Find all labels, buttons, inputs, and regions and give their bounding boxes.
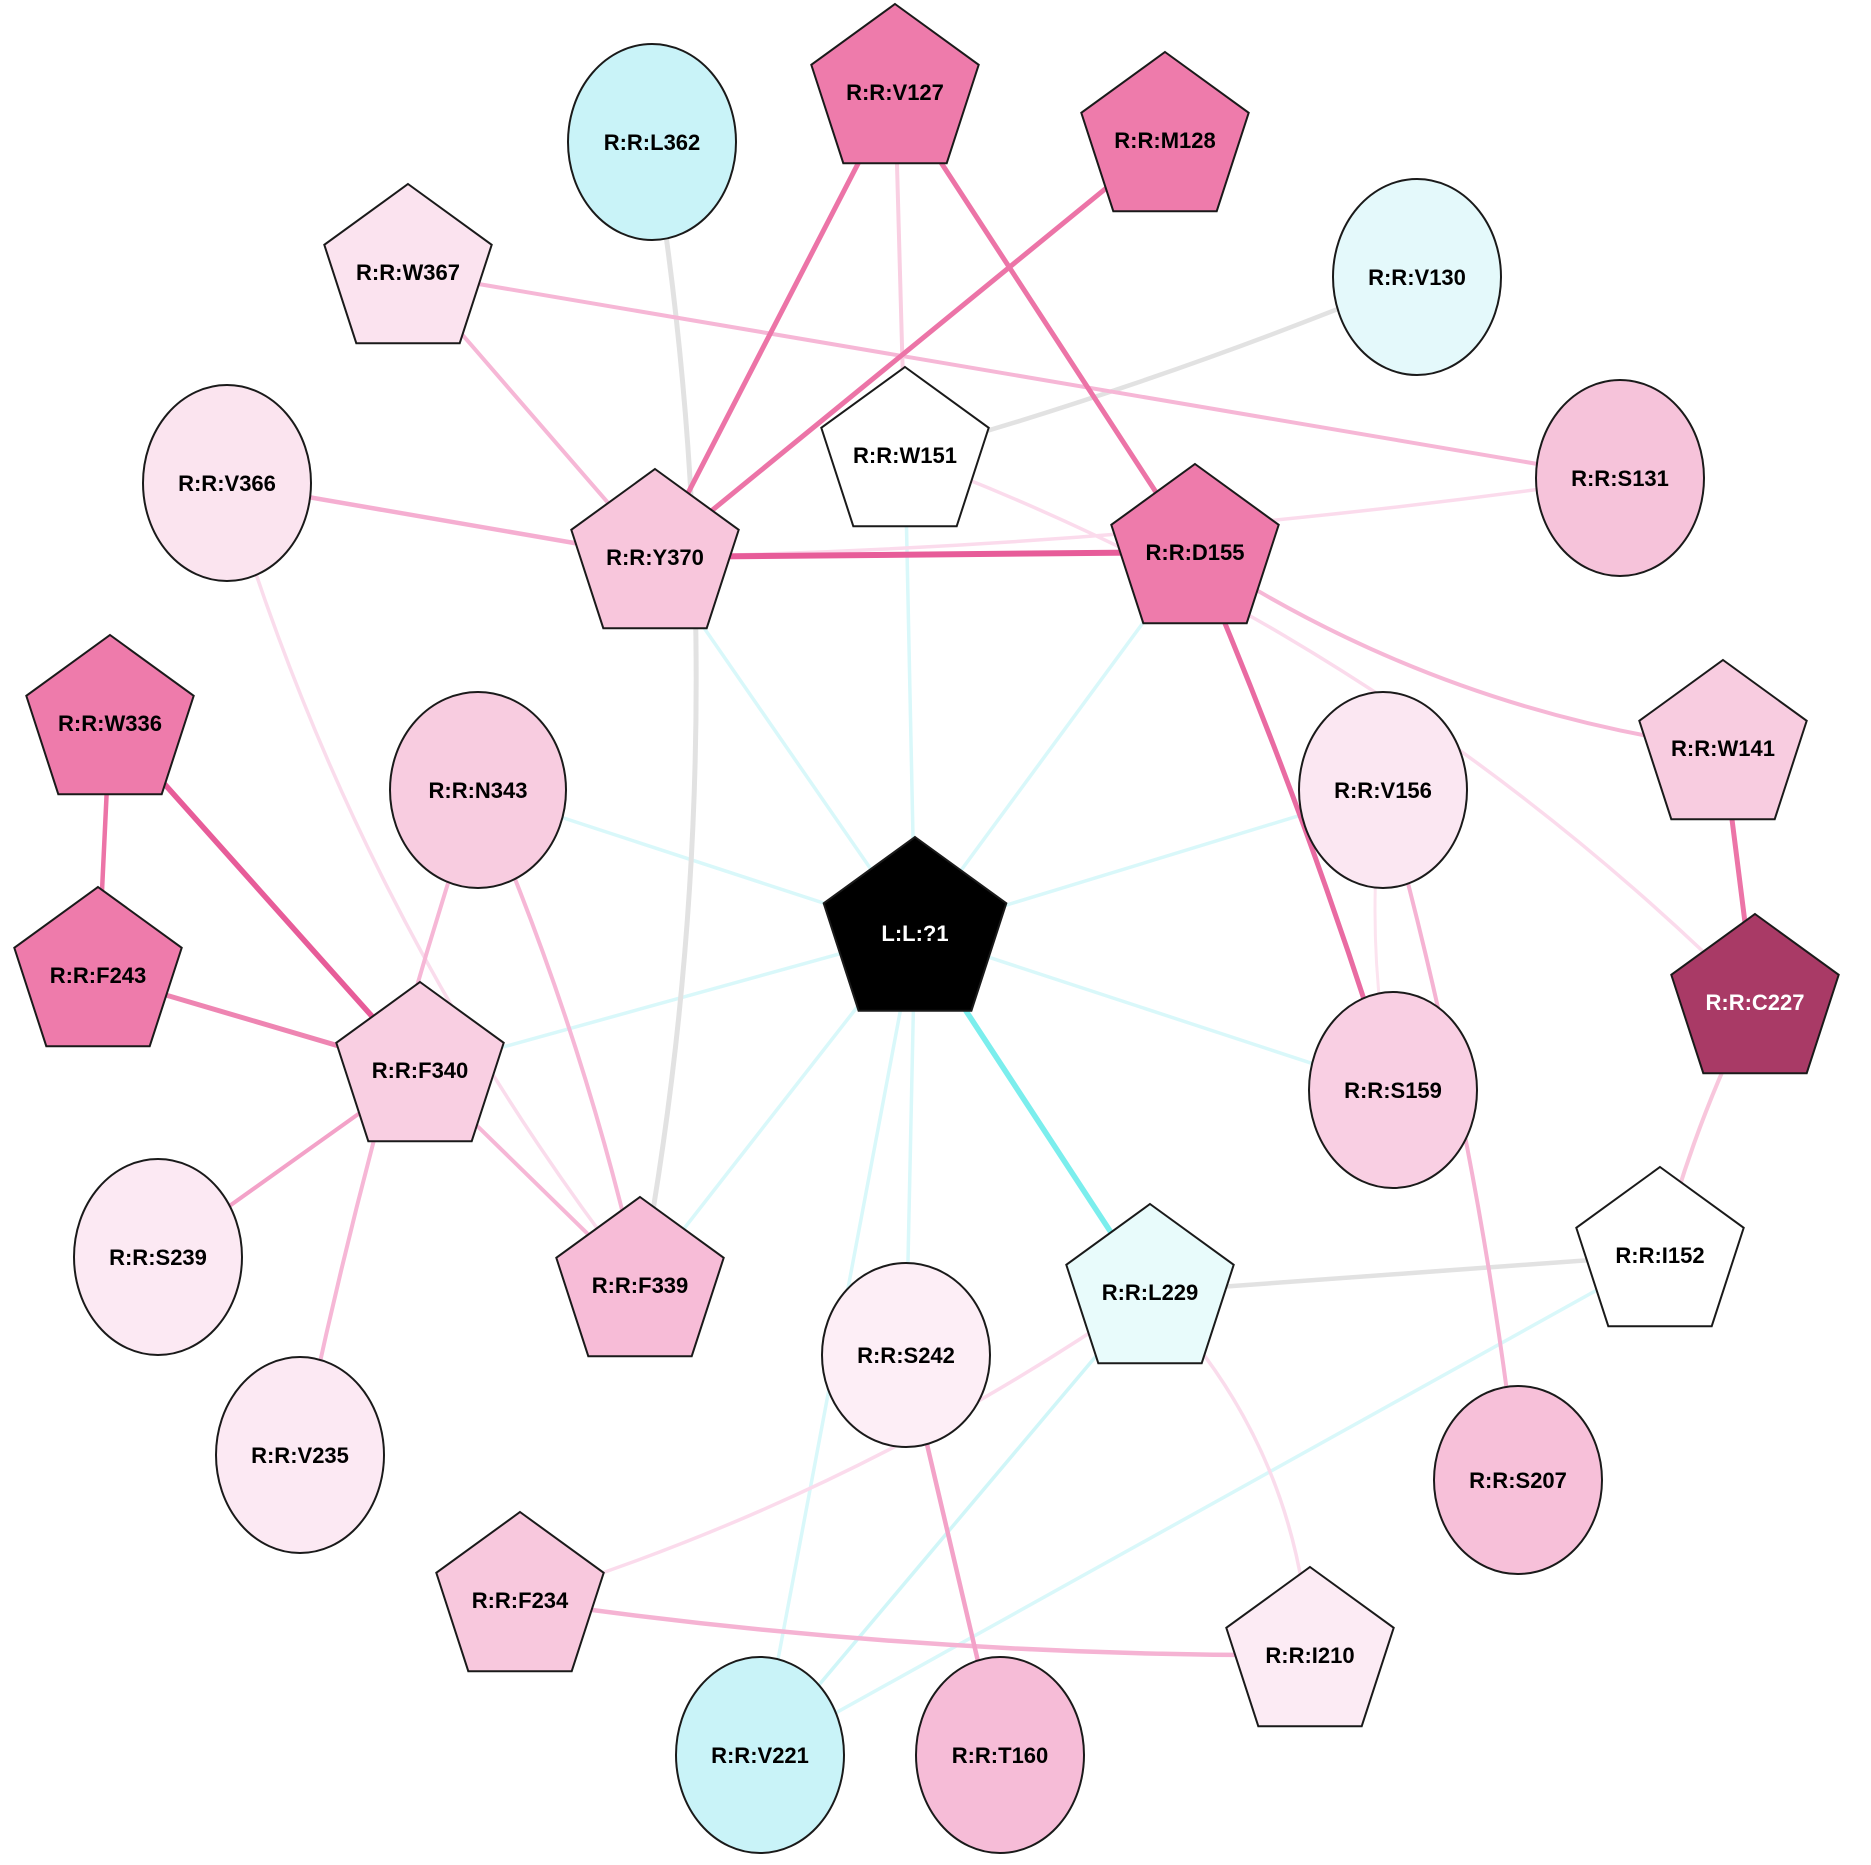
pentagon-shape[interactable] [1575, 1165, 1745, 1328]
node-r-r-v156[interactable]: R:R:V156 [1298, 691, 1468, 889]
pentagon-shape[interactable] [435, 1510, 605, 1673]
edge-r-r-l229--r-r-i152 [1147, 1252, 1663, 1295]
node-r-r-f339[interactable]: R:R:F339 [555, 1195, 725, 1358]
circle-shape[interactable] [567, 43, 737, 241]
node-r-r-w151[interactable]: R:R:W151 [820, 365, 990, 528]
edge-r-r-w151--r-r-c227 [903, 453, 1757, 1004]
circle-shape[interactable] [821, 1262, 991, 1448]
edge-r-r-m128--r-r-y370 [652, 137, 1168, 560]
node-r-r-c227[interactable]: R:R:C227 [1670, 912, 1840, 1075]
node-r-r-i152[interactable]: R:R:I152 [1575, 1165, 1745, 1328]
pentagon-shape[interactable] [810, 2, 980, 165]
circle-shape[interactable] [915, 1656, 1085, 1854]
edge-r-r-f234--r-r-i210 [517, 1597, 1313, 1658]
node-r-r-v127[interactable]: R:R:V127 [810, 2, 980, 165]
node-r-r-w141[interactable]: R:R:W141 [1638, 658, 1808, 821]
node-r-r-s239[interactable]: R:R:S239 [73, 1158, 243, 1356]
node-r-r-f234[interactable]: R:R:F234 [435, 1510, 605, 1673]
edge-r-r-w367--r-r-s131 [406, 270, 1622, 480]
edge-r-r-v366--r-r-f339 [225, 481, 642, 1287]
edge-r-r-l362--r-r-f339 [637, 139, 699, 1288]
node-r-r-y370[interactable]: R:R:Y370 [570, 467, 740, 630]
edge-r-r-v127--r-r-y370 [652, 89, 898, 560]
node-r-r-v130[interactable]: R:R:V130 [1332, 178, 1502, 376]
node-r-r-l229[interactable]: R:R:L229 [1065, 1202, 1235, 1365]
circle-shape[interactable] [675, 1656, 845, 1854]
node-r-r-w336[interactable]: R:R:W336 [25, 633, 195, 796]
pentagon-shape[interactable] [13, 885, 183, 1048]
node-r-r-n343[interactable]: R:R:N343 [389, 691, 567, 889]
pentagon-shape[interactable] [1670, 912, 1840, 1075]
node-r-r-s242[interactable]: R:R:S242 [821, 1262, 991, 1448]
edge-r-r-i152--r-r-v221 [758, 1253, 1662, 1757]
pentagon-shape[interactable] [555, 1195, 725, 1358]
circle-shape[interactable] [389, 691, 567, 889]
edge-r-r-l229--r-r-f234 [518, 1290, 1152, 1602]
node-r-r-s131[interactable]: R:R:S131 [1535, 379, 1705, 577]
circle-shape[interactable] [1298, 691, 1468, 889]
circle-shape[interactable] [215, 1356, 385, 1554]
node-l-l-1[interactable]: L:L:?1 [822, 835, 1008, 1012]
circle-shape[interactable] [1332, 178, 1502, 376]
node-r-r-s207[interactable]: R:R:S207 [1433, 1385, 1603, 1575]
edge-r-r-v127--r-r-d155 [892, 89, 1198, 555]
pentagon-shape[interactable] [1080, 50, 1250, 213]
pentagon-shape[interactable] [822, 835, 1008, 1012]
circle-shape[interactable] [1433, 1385, 1603, 1575]
circle-shape[interactable] [142, 384, 312, 582]
pentagon-shape[interactable] [820, 365, 990, 528]
pentagon-shape[interactable] [1065, 1202, 1235, 1365]
node-r-r-f243[interactable]: R:R:F243 [13, 885, 183, 1048]
node-r-r-i210[interactable]: R:R:I210 [1225, 1565, 1395, 1728]
node-r-r-w367[interactable]: R:R:W367 [323, 182, 493, 345]
node-r-r-l362[interactable]: R:R:L362 [567, 43, 737, 241]
node-r-r-v221[interactable]: R:R:V221 [675, 1656, 845, 1854]
pentagon-shape[interactable] [323, 182, 493, 345]
node-r-r-v235[interactable]: R:R:V235 [215, 1356, 385, 1554]
node-r-r-d155[interactable]: R:R:D155 [1110, 462, 1280, 625]
pentagon-shape[interactable] [1225, 1565, 1395, 1728]
node-r-r-m128[interactable]: R:R:M128 [1080, 50, 1250, 213]
pentagon-shape[interactable] [1110, 462, 1280, 625]
circle-shape[interactable] [73, 1158, 243, 1356]
pentagon-shape[interactable] [570, 467, 740, 630]
node-r-r-v366[interactable]: R:R:V366 [142, 384, 312, 582]
node-r-r-t160[interactable]: R:R:T160 [915, 1656, 1085, 1854]
edge-r-r-l229--r-r-v221 [758, 1290, 1152, 1757]
pentagon-shape[interactable] [335, 980, 505, 1143]
node-r-r-s159[interactable]: R:R:S159 [1308, 991, 1478, 1189]
circle-shape[interactable] [1535, 379, 1705, 577]
pentagon-shape[interactable] [1638, 658, 1808, 821]
edge-r-r-y370--r-r-d155 [652, 549, 1198, 560]
circle-shape[interactable] [1308, 991, 1478, 1189]
pentagon-shape[interactable] [25, 633, 195, 796]
